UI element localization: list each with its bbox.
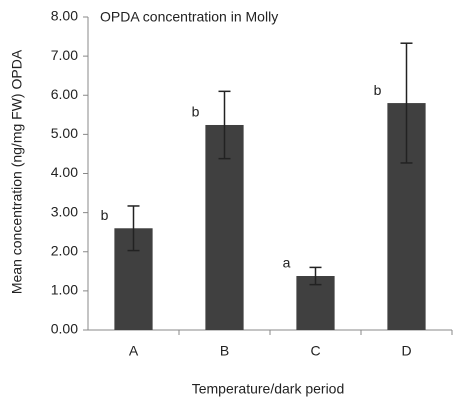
y-tick-label: 3.00 [51,203,78,219]
y-tick-label: 4.00 [51,164,78,180]
x-axis-label: Temperature/dark period [192,381,345,397]
x-tick-label: C [310,343,320,359]
y-tick-label: 0.00 [51,321,78,337]
y-tick-label: 1.00 [51,282,78,298]
chart-title: OPDA concentration in Molly [100,9,278,25]
y-tick-label: 8.00 [51,8,78,24]
annotation: b [192,104,200,120]
y-axis-label: Mean concentration (ng/mg FW) OPDA [9,49,25,294]
x-tick-label: A [129,343,139,359]
y-tick-label: 5.00 [51,125,78,141]
annotation: b [374,82,382,98]
y-tick-label: 6.00 [51,86,78,102]
x-tick-label: D [401,343,411,359]
annotation: b [101,207,109,223]
x-tick-label: B [220,343,229,359]
y-tick-label: 2.00 [51,242,78,258]
annotation: a [283,255,291,271]
y-tick-label: 7.00 [51,47,78,63]
